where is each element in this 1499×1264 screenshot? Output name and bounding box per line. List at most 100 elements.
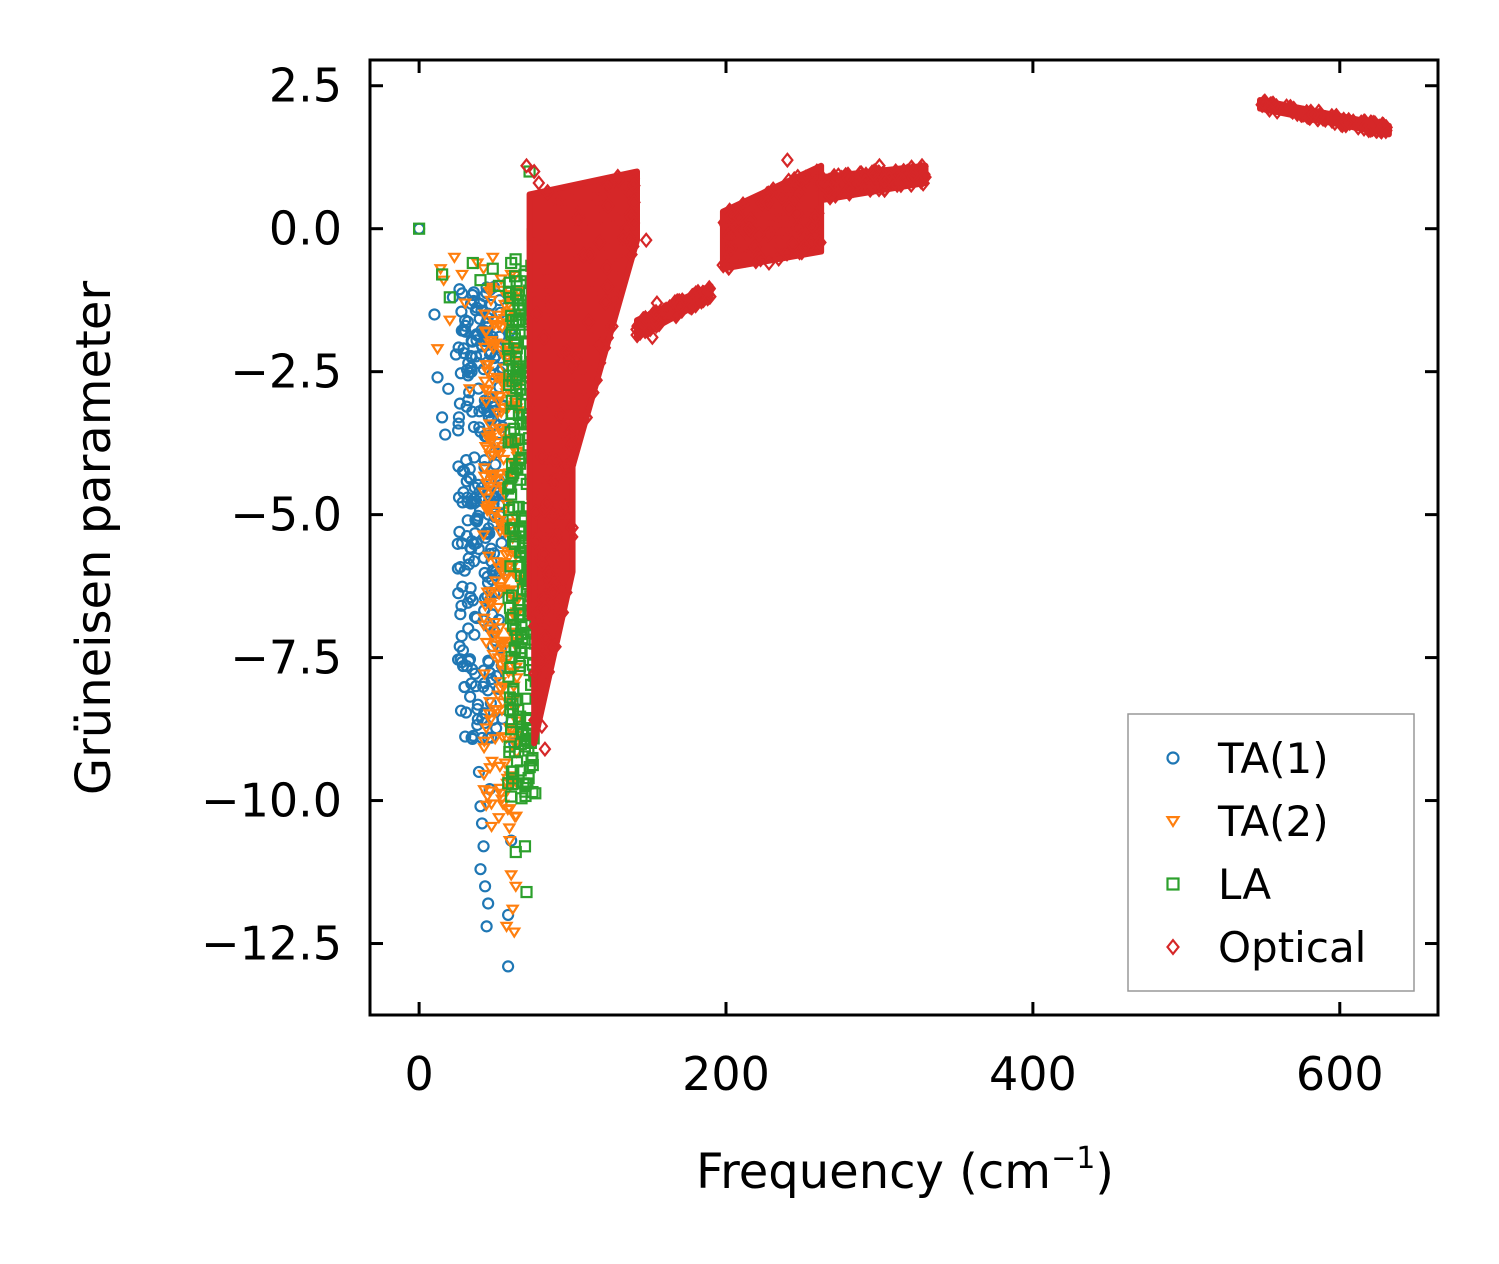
series-la-point-172 [512,500,525,514]
y-tick-label-3: −5.0 [230,488,342,542]
series-ta-1-point-263 [436,411,449,424]
series-ta-2-point-260 [430,344,445,356]
series-optical [520,93,1394,758]
series-ta-1-point-258 [465,361,478,374]
series-optical-point-0 [585,331,600,350]
series-ta-2-point-52 [481,427,496,439]
series-optical-point-358 [809,163,824,181]
series-ta-2-point-127 [494,794,509,806]
series-la-point-269 [508,422,521,435]
series-ta-1-point-245 [469,667,482,680]
series-optical-point-11 [591,191,606,210]
series-optical-point-147 [561,429,576,447]
series-optical-point-19 [540,183,555,201]
series-ta-2-point-236 [492,761,507,773]
series-ta-1-point-201 [454,608,467,621]
x-axis-title: Frequency (cm−1) [696,1141,1114,1200]
series-la-point-234 [512,408,526,421]
series-optical-point-542 [532,174,546,191]
y-tick-label-6: −12.5 [201,917,342,971]
series-ta-2-point-167 [500,804,515,817]
series-optical-point-82 [570,205,585,223]
series-la-point-255 [505,309,518,323]
series-optical-point-342 [760,193,775,212]
series-optical-point-553 [799,169,813,186]
series-la-point-271 [512,559,525,573]
series-optical-point-305 [775,188,789,206]
series-optical-point-251 [662,302,677,321]
series-ta-2-point-263 [442,315,457,327]
series-optical-point-42 [570,185,585,203]
series-ta-2-point-216 [483,451,498,463]
series-optical-point-171 [531,640,546,658]
series-ta-2-point-122 [478,601,493,613]
series-optical-point-412 [831,167,846,185]
series-optical-point-409 [854,164,869,183]
series-ta-2-point-148 [481,551,496,563]
legend-marker-la-point-0 [1166,877,1180,891]
series-optical-point-166 [546,564,561,582]
series-ta-1-point-120 [464,349,477,363]
series-optical-point-346 [793,186,808,204]
series-optical-point-418 [821,174,836,192]
series-ta-2-point-233 [494,567,509,579]
series-optical-point-290 [724,239,738,257]
series-optical-point-88 [624,208,639,226]
series-ta-2-point-75 [479,723,494,735]
series-ta-1-point-229 [495,536,508,550]
series-optical-point-168 [559,458,574,476]
series-optical-point-352 [738,250,753,268]
series-optical-point-84 [589,371,604,389]
series-optical-point-56 [525,391,540,409]
series-ta-2-point-109 [480,505,495,517]
series-optical-point-285 [774,202,789,220]
series-optical-point-275 [747,208,762,227]
series-optical-point-500 [1324,107,1339,125]
series-ta-2-point-134 [491,396,506,408]
series-ta-1-point-272 [463,462,476,475]
series-optical-point-308 [781,172,796,190]
y-tick-label-0: 2.5 [269,59,342,113]
series-optical-point-357 [797,238,812,256]
series-ta-2-point-89 [508,812,522,824]
series-ta-2-point-186 [477,785,492,797]
series-optical-point-557 [906,166,920,183]
series-optical-point-59 [601,197,615,215]
series-optical-point-310 [761,185,776,203]
series-ta-1-point-271 [462,394,475,407]
series-ta-1-point-284 [482,897,495,910]
series-optical-point-81 [600,329,615,347]
legend-label-la: LA [1218,860,1271,909]
series-ta-1-point-273 [465,542,478,556]
series-ta-2-point-172 [477,376,492,388]
series-optical-point-118 [549,493,564,511]
series-la-point-217 [509,395,523,408]
series-la-point-216 [506,608,520,621]
series-ta-2-point-184 [479,326,494,338]
series-optical-point-263 [649,303,663,321]
series-optical-point-331 [768,218,783,237]
series-ta-1-point-244 [451,537,464,550]
series-ta-2-point-246 [485,631,500,643]
series-optical-point-85 [600,179,615,197]
series-optical-point-148 [537,501,552,519]
series-optical-point-141 [559,505,574,524]
series-ta-2-point-254 [480,493,495,505]
series-la-point-156 [522,744,535,757]
series-la-point-198 [505,488,518,501]
series-optical-point-178 [538,628,553,647]
series-optical-point-28 [560,343,574,362]
series-la-point-259 [526,758,539,772]
series-optical-point-546 [627,214,641,231]
series-ta-1-point-283 [480,920,493,933]
series-la [413,165,542,899]
series-la-point-265 [486,262,499,275]
series-optical-point-36 [529,283,544,301]
y-axis-title: Grüneisen parameter [66,281,122,796]
series-ta-1-point-134 [454,560,467,574]
series-ta-1-point-183 [455,629,468,643]
series-ta-2-point-97 [490,408,505,420]
series-ta-2-point-223 [498,550,513,562]
series-optical-point-20 [590,278,605,296]
